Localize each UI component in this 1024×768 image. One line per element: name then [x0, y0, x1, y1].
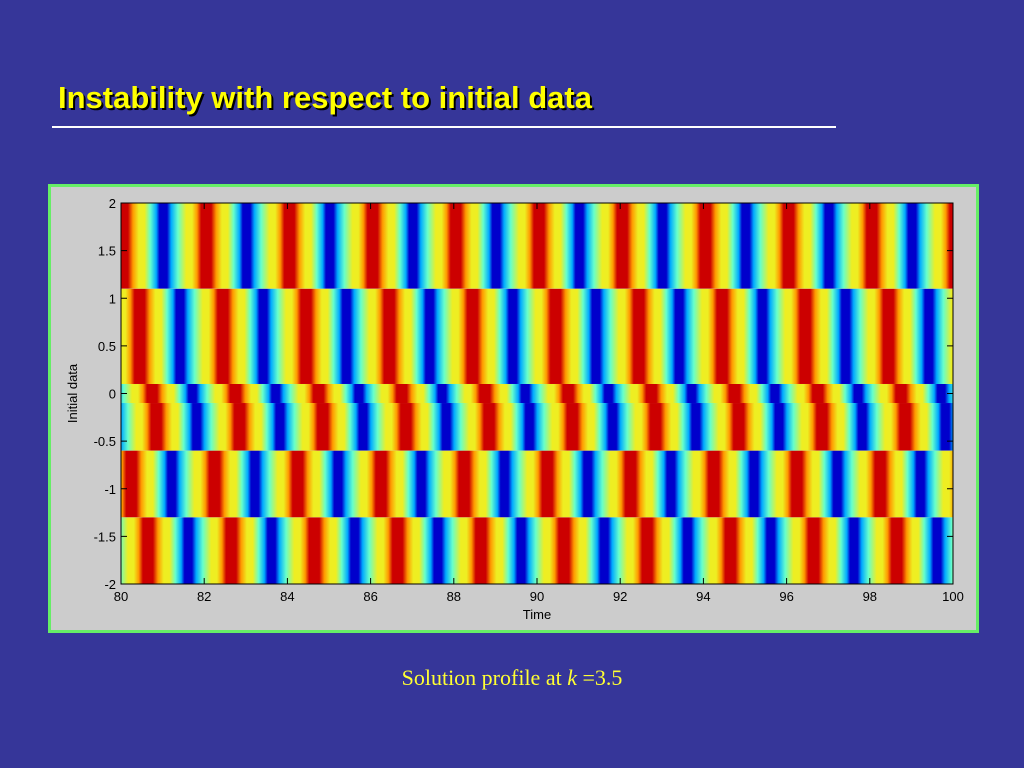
heatmap-band-1	[121, 203, 953, 289]
y-tick-label: -0.5	[94, 434, 116, 449]
x-tick-label: 100	[942, 589, 964, 604]
x-tick-label: 84	[280, 589, 294, 604]
heatmap-band-2	[121, 288, 953, 384]
y-axis-label: Initial data	[65, 363, 80, 423]
x-tick-label: 80	[114, 589, 128, 604]
y-tick-label: 0.5	[98, 339, 116, 354]
x-tick-label: 94	[696, 589, 710, 604]
caption-variable: k	[567, 665, 577, 690]
heatmap-band-3	[121, 383, 953, 404]
caption-prefix: Solution profile at	[401, 665, 568, 690]
x-tick-label: 98	[863, 589, 877, 604]
heatmap-band-4	[121, 403, 953, 451]
y-tick-label: 2	[109, 196, 116, 211]
y-tick-label: 0	[109, 387, 116, 402]
x-tick-label: 92	[613, 589, 627, 604]
figure-caption: Solution profile at k =3.5	[0, 665, 1024, 691]
y-tick-label: -1.5	[94, 529, 116, 544]
slide-title: Instability with respect to initial data	[58, 80, 592, 115]
axis-ticks: 80 82 84 86 88 90 92 94 96 98 100 2 1.5 1 0.5 0 -0.5 -1 -1…	[94, 196, 964, 604]
heatmap-band-6	[121, 517, 953, 584]
x-tick-label: 96	[779, 589, 793, 604]
title-underline	[52, 126, 836, 128]
x-tick-label: 90	[530, 589, 544, 604]
caption-suffix: =3.5	[576, 665, 623, 690]
x-tick-label: 86	[363, 589, 377, 604]
heatmap-bands	[121, 203, 953, 584]
x-tick-label: 82	[197, 589, 211, 604]
x-axis-label: Time	[523, 607, 551, 622]
heatmap-figure: 80 82 84 86 88 90 92 94 96 98 100 2 1.5 1 0.5 0 -0.5 -1 -1…	[65, 196, 964, 622]
y-tick-label: 1	[109, 291, 116, 306]
y-tick-label: 1.5	[98, 244, 116, 259]
figure-frame: 80 82 84 86 88 90 92 94 96 98 100 2 1.5 1 0.5 0 -0.5 -1 -1…	[48, 184, 979, 633]
y-tick-label: -1	[104, 482, 116, 497]
x-tick-label: 88	[447, 589, 461, 604]
heatmap-band-5	[121, 450, 953, 518]
y-tick-label: -2	[104, 577, 116, 592]
